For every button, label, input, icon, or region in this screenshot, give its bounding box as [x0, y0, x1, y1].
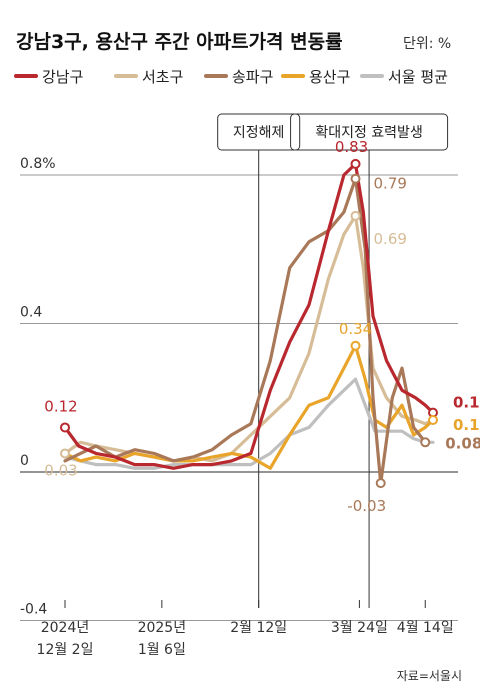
x-tick-label-0: 2024년 12월 2일	[37, 620, 94, 658]
data-label-1: 0.03	[44, 461, 77, 479]
data-label-7: 0.16%	[453, 394, 480, 412]
grid: 0.8% 0.4 0 -0.4	[20, 156, 458, 621]
annotation-label-0: 지정해제	[233, 125, 285, 141]
legend-label-1: 서초구	[142, 68, 183, 86]
y-tick-label-3: -0.4	[20, 602, 47, 618]
data-label-4: 0.69	[374, 230, 407, 248]
data-label-2: 0.83	[335, 138, 368, 156]
data-label-9: 0.08%	[445, 434, 480, 452]
series-line-1	[63, 214, 435, 463]
x-axis: 2024년 12월 2일 2025년 1월 6일 2월 12일 3월 24일 4월 14일	[37, 600, 454, 658]
annotation-box-1	[290, 113, 449, 151]
x-tick-label-1: 2025년 1월 6일	[138, 620, 187, 658]
data-labels: 0.12 0.03 0.83 0.79 0.69 0.34 -0.03 0.16% 0.14%0…	[44, 138, 480, 515]
legend-label-4: 서울 평균	[388, 68, 448, 86]
x-tick-label-3: 3월 24일	[331, 620, 388, 636]
data-marker-4	[350, 210, 361, 221]
data-label-8: 0.14%	[453, 416, 480, 434]
data-label-6: -0.03	[347, 497, 386, 515]
annotations: 지정해제 확대지정 효력발생	[217, 113, 449, 608]
data-label-0: 0.12	[44, 397, 77, 415]
data-marker-6	[375, 478, 386, 489]
x-tick-label-4: 4월 14일	[397, 620, 454, 636]
data-label-3: 0.79	[374, 175, 407, 193]
y-tick-label-2: 0	[20, 453, 29, 469]
y-tick-label-1: 0.4	[20, 305, 42, 321]
legend-label-2: 송파구	[232, 68, 273, 86]
legend: 강남구 서초구 송파구 용산구 서울 평균	[14, 68, 448, 86]
data-marker-1	[60, 448, 70, 459]
y-tick-label-0: 0.8%	[20, 156, 56, 172]
legend-label-0: 강남구	[42, 68, 83, 86]
data-label-5: 0.34	[339, 320, 372, 338]
data-marker-0	[60, 422, 70, 433]
unit-label: 단위: %	[403, 36, 451, 52]
annotation-label-1: 확대지정 효력발생	[315, 125, 423, 141]
legend-label-3: 용산구	[309, 68, 350, 86]
source-note: 자료=서울시	[397, 669, 462, 683]
x-tick-label-2: 2월 12일	[230, 620, 287, 636]
series-group	[63, 162, 435, 485]
data-marker-8	[428, 415, 438, 426]
data-marker-2	[350, 158, 361, 169]
data-marker-5	[350, 340, 361, 351]
series-line-0	[63, 162, 435, 470]
data-marker-3	[350, 173, 361, 184]
annotation-box-0	[217, 113, 301, 151]
chart-title: 강남3구, 용산구 주간 아파트가격 변동률	[16, 31, 343, 53]
series-line-2	[63, 177, 427, 485]
data-marker-9	[420, 437, 431, 448]
